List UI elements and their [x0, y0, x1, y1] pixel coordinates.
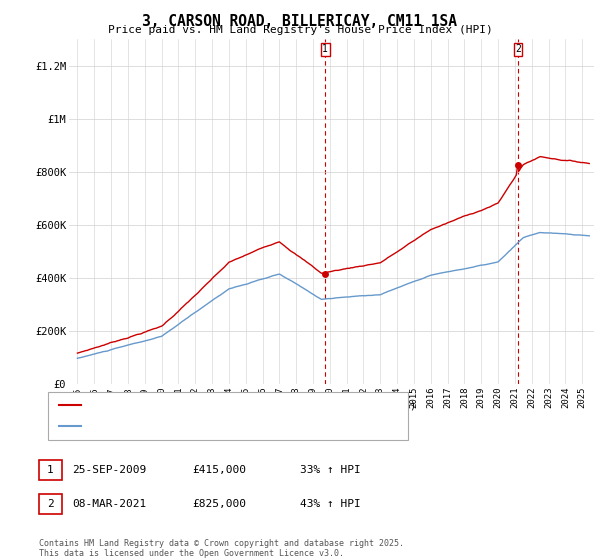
Text: 3, CARSON ROAD, BILLERICAY, CM11 1SA (detached house): 3, CARSON ROAD, BILLERICAY, CM11 1SA (de…: [85, 400, 416, 410]
Text: HPI: Average price, detached house, Basildon: HPI: Average price, detached house, Basi…: [85, 421, 360, 431]
Text: 43% ↑ HPI: 43% ↑ HPI: [300, 499, 361, 509]
Text: £825,000: £825,000: [192, 499, 246, 509]
Text: Price paid vs. HM Land Registry's House Price Index (HPI): Price paid vs. HM Land Registry's House …: [107, 25, 493, 35]
Text: 25-SEP-2009: 25-SEP-2009: [72, 465, 146, 475]
Text: £415,000: £415,000: [192, 465, 246, 475]
Text: 1: 1: [47, 465, 54, 475]
Text: 3, CARSON ROAD, BILLERICAY, CM11 1SA: 3, CARSON ROAD, BILLERICAY, CM11 1SA: [143, 14, 458, 29]
Text: 2: 2: [47, 499, 54, 509]
Text: 08-MAR-2021: 08-MAR-2021: [72, 499, 146, 509]
Text: 2: 2: [515, 44, 521, 54]
Text: 33% ↑ HPI: 33% ↑ HPI: [300, 465, 361, 475]
Text: 1: 1: [322, 44, 328, 54]
Text: Contains HM Land Registry data © Crown copyright and database right 2025.
This d: Contains HM Land Registry data © Crown c…: [39, 539, 404, 558]
